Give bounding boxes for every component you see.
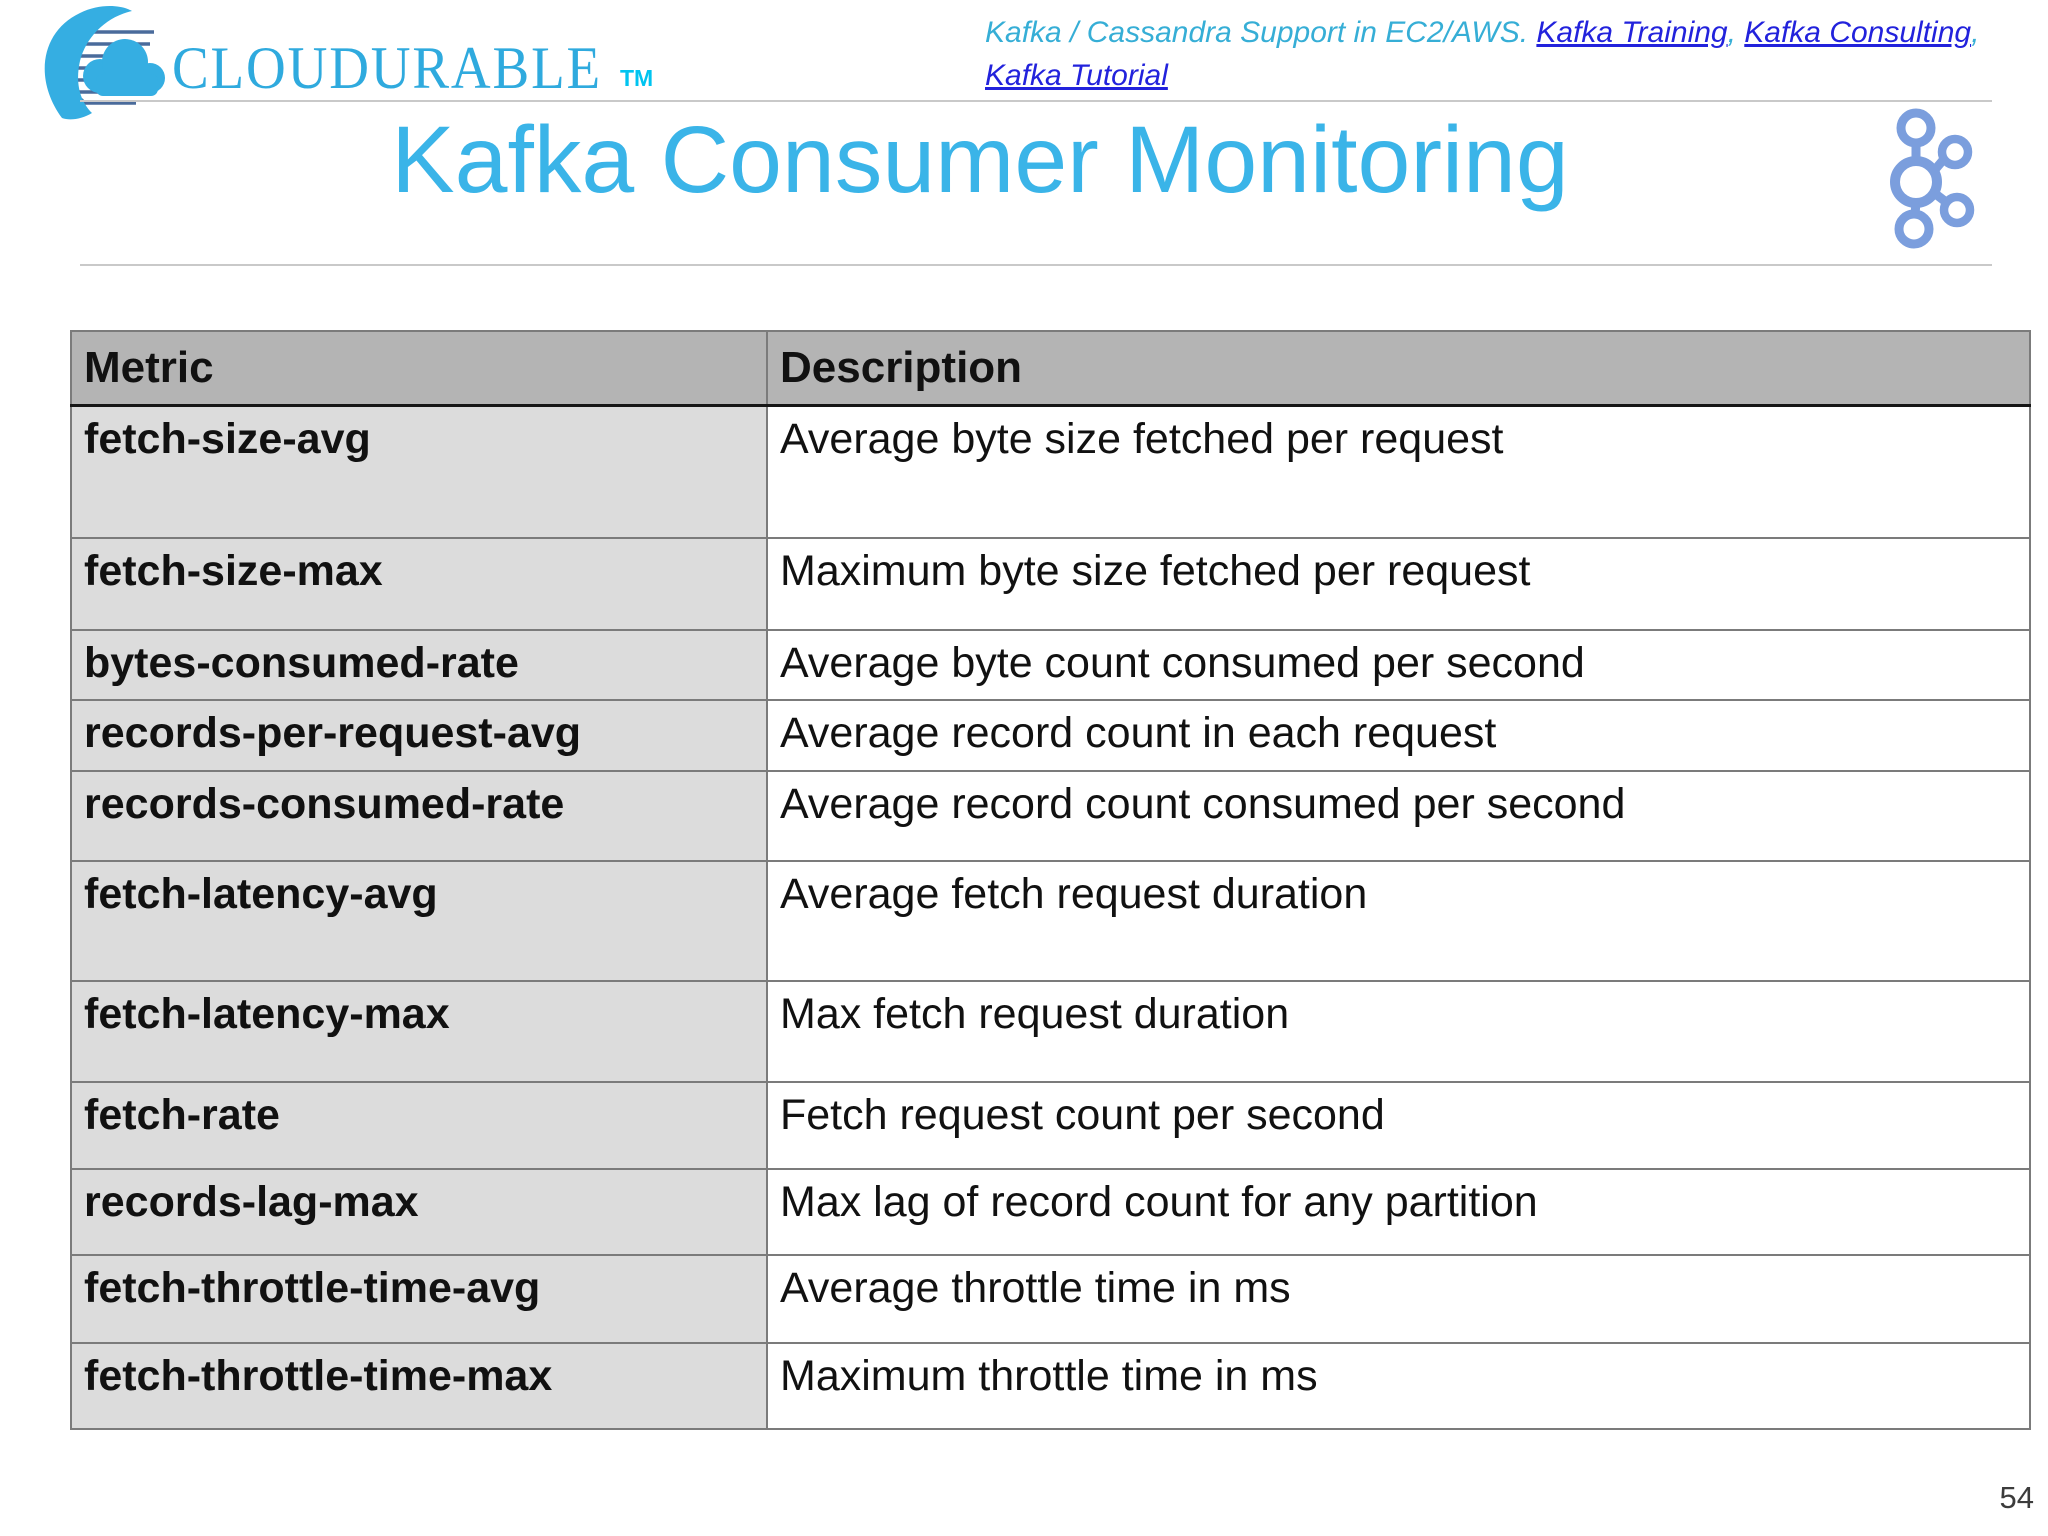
description-cell: Fetch request count per second [766, 1080, 2031, 1170]
link-kafka-consulting[interactable]: Kafka Consulting [1744, 16, 1972, 49]
metrics-table: Metric Description fetch-size-avg Averag… [70, 330, 2031, 1430]
table-row: fetch-throttle-time-avg Average throttle… [70, 1253, 2031, 1344]
metric-cell: fetch-throttle-time-max [70, 1341, 768, 1430]
description-cell: Average throttle time in ms [766, 1253, 2031, 1344]
metric-cell: fetch-latency-max [70, 979, 768, 1083]
tagline: Kafka / Cassandra Support in EC2/AWS. Ka… [985, 12, 1999, 97]
tagline-separator: , [1727, 16, 1745, 49]
table-row: fetch-size-max Maximum byte size fetched… [70, 536, 2031, 631]
tagline-separator: , [1971, 16, 1980, 49]
metric-cell: records-per-request-avg [70, 698, 768, 772]
table-row: records-per-request-avg Average record c… [70, 698, 2031, 772]
metric-cell: fetch-size-avg [70, 404, 768, 539]
kafka-logo-icon [1890, 108, 1975, 249]
description-cell: Maximum throttle time in ms [766, 1341, 2031, 1430]
description-cell: Average record count consumed per second [766, 769, 2031, 862]
column-header-metric: Metric [70, 330, 768, 407]
table-row: fetch-latency-max Max fetch request dura… [70, 979, 2031, 1083]
link-kafka-training[interactable]: Kafka Training [1536, 16, 1728, 49]
description-cell: Max fetch request duration [766, 979, 2031, 1083]
cloudurable-logo: CLOUDURABLE TM [22, 4, 682, 120]
metric-cell: records-consumed-rate [70, 769, 768, 862]
metric-cell: fetch-throttle-time-avg [70, 1253, 768, 1344]
metric-cell: bytes-consumed-rate [70, 628, 768, 701]
tagline-intro: Kafka / Cassandra Support in EC2/AWS. [985, 16, 1537, 49]
metric-cell: fetch-size-max [70, 536, 768, 631]
table-row: records-lag-max Max lag of record count … [70, 1167, 2031, 1256]
title-divider [80, 264, 1992, 266]
table-row: fetch-latency-avg Average fetch request … [70, 859, 2031, 982]
metric-cell: fetch-latency-avg [70, 859, 768, 982]
brand-trademark: TM [620, 65, 653, 91]
page-title: Kafka Consumer Monitoring [391, 107, 1569, 213]
description-cell: Average byte size fetched per request [766, 404, 2031, 539]
header-divider [80, 100, 1992, 102]
cloudurable-cloud-icon: CLOUDURABLE TM [44, 6, 653, 120]
page-number: 54 [1999, 1480, 2034, 1515]
brand-name: CLOUDURABLE [172, 35, 602, 101]
metric-cell: fetch-rate [70, 1080, 768, 1170]
table-header-row: Metric Description [70, 330, 2031, 407]
table-row: fetch-rate Fetch request count per secon… [70, 1080, 2031, 1170]
column-header-description: Description [766, 330, 2031, 407]
description-cell: Maximum byte size fetched per request [766, 536, 2031, 631]
description-cell: Average fetch request duration [766, 859, 2031, 982]
table-row: fetch-throttle-time-max Maximum throttle… [70, 1341, 2031, 1430]
metric-cell: records-lag-max [70, 1167, 768, 1256]
description-cell: Max lag of record count for any partitio… [766, 1167, 2031, 1256]
description-cell: Average byte count consumed per second [766, 628, 2031, 701]
table-row: bytes-consumed-rate Average byte count c… [70, 628, 2031, 701]
link-kafka-tutorial[interactable]: Kafka Tutorial [985, 58, 1168, 92]
description-cell: Average record count in each request [766, 698, 2031, 772]
table-row: fetch-size-avg Average byte size fetched… [70, 404, 2031, 539]
table-row: records-consumed-rate Average record cou… [70, 769, 2031, 862]
